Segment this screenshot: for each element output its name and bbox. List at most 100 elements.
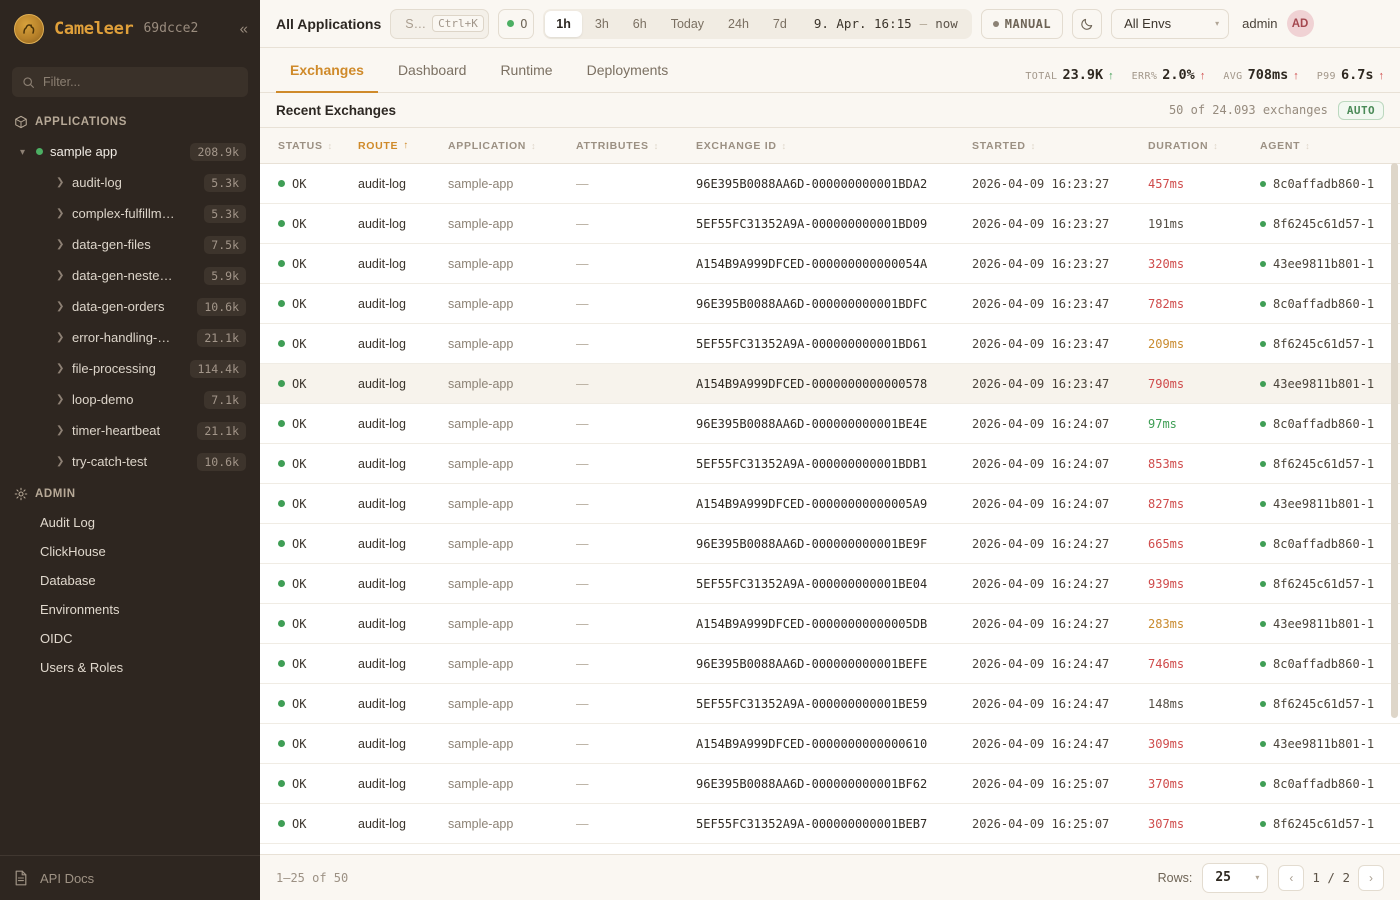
cell-route: audit-log — [358, 696, 406, 711]
sidebar-item-route[interactable]: ❯ timer-heartbeat 21.1k — [0, 415, 260, 446]
chevron-right-icon: ❯ — [56, 393, 65, 405]
column-header-attributes[interactable]: ATTRIBUTES ↕ — [576, 127, 696, 164]
tab-deployments[interactable]: Deployments — [586, 62, 669, 78]
sidebar-item-audit-log[interactable]: Audit Log — [40, 515, 95, 530]
sidebar-item-route[interactable]: ❯ data-gen-orders 10.6k — [0, 291, 260, 322]
sidebar-item-route[interactable]: ❯ data-gen-files 7.5k — [0, 229, 260, 260]
column-header-duration[interactable]: DURATION ↕ — [1148, 127, 1260, 164]
time-range-picker[interactable]: 9. Apr. 16:15 – now — [800, 11, 970, 37]
table-row[interactable]: OK audit-log sample-app — A154B9A999DFCED-00… — [260, 244, 1400, 284]
sidebar-item-users-roles[interactable]: Users & Roles — [40, 660, 124, 675]
time-range-1h[interactable]: 1h — [545, 10, 582, 37]
sidebar-item-route[interactable]: ❯ file-processing 114.4k — [0, 353, 260, 384]
table-row[interactable]: OK audit-log sample-app — A154B9A999DFCED-00… — [260, 724, 1400, 764]
table-row[interactable]: OK audit-log sample-app — 96E395B0088AA6D-00… — [260, 764, 1400, 804]
cell-status: OK — [260, 204, 358, 244]
chevron-right-icon: ❯ — [56, 331, 65, 343]
next-page-button[interactable]: › — [1358, 864, 1384, 891]
tab-exchanges[interactable]: Exchanges — [276, 48, 378, 93]
scrollbar-thumb[interactable] — [1391, 163, 1398, 718]
column-header-agent[interactable]: AGENT ↕ — [1260, 127, 1400, 164]
agent-label: 43ee9811b801-1 — [1273, 616, 1375, 631]
moon-icon — [1080, 18, 1092, 30]
sidebar-item-label: timer-heartbeat — [72, 423, 161, 438]
table-row[interactable]: OK audit-log sample-app — A154B9A999DFCED-00… — [260, 604, 1400, 644]
cell-route: audit-log — [358, 576, 406, 591]
table-row[interactable]: OK audit-log sample-app — 96E395B0088AA6D-00… — [260, 284, 1400, 324]
stat-value: 708ms — [1247, 67, 1289, 83]
agent-label: 43ee9811b801-1 — [1273, 256, 1375, 271]
table-row[interactable]: OK audit-log sample-app — 5EF55FC31352A9A-00… — [260, 324, 1400, 364]
sidebar: Cameleer 69dcce2 « APPLICATIONS ▾ s — [0, 0, 260, 900]
tab-runtime[interactable]: Runtime — [500, 62, 553, 78]
time-range-7d[interactable]: 7d — [762, 11, 798, 37]
cell-route: audit-log — [358, 776, 406, 791]
manual-refresh-badge[interactable]: MANUAL — [980, 8, 1064, 39]
table-row[interactable]: OK audit-log sample-app — 5EF55FC31352A9A-00… — [260, 444, 1400, 484]
table-row[interactable]: OK audit-log sample-app — A154B9A999DFCED-00… — [260, 484, 1400, 524]
cell-route: audit-log — [358, 816, 406, 831]
table-row[interactable]: OK audit-log sample-app — 5EF55FC31352A9A-00… — [260, 564, 1400, 604]
page-nav: ‹ 1 / 2 › — [1278, 864, 1384, 891]
column-header-route[interactable]: ROUTE ↑ — [358, 127, 448, 164]
sidebar-item-route[interactable]: ❯ loop-demo 7.1k — [0, 384, 260, 415]
column-header-status[interactable]: STATUS ↕ — [260, 127, 358, 164]
environment-select[interactable]: All Envs ▾ — [1111, 8, 1230, 39]
table-row[interactable]: OK audit-log sample-app — 96E395B0088AA6D-00… — [260, 524, 1400, 564]
time-range-today[interactable]: Today — [660, 11, 715, 37]
table-row[interactable]: OK audit-log sample-app — 96E395B0088AA6D-00… — [260, 404, 1400, 444]
rows-per-page-select[interactable]: 25 ▾ — [1202, 862, 1269, 893]
time-range-24h[interactable]: 24h — [717, 11, 760, 37]
cell-started: 2026-04-09 16:24:07 — [972, 456, 1110, 471]
table-row[interactable]: OK audit-log sample-app — 5EF55FC31352A9A-00… — [260, 684, 1400, 724]
cell-attributes: — — [576, 296, 589, 311]
table-row[interactable]: OK audit-log sample-app — 5EF55FC31352A9A-00… — [260, 204, 1400, 244]
tab-dashboard[interactable]: Dashboard — [397, 62, 467, 78]
cell-route: audit-log — [358, 256, 406, 271]
sidebar-item-route[interactable]: ❯ data-gen-neste… 5.9k — [0, 260, 260, 291]
cell-exchange-id: A154B9A999DFCED-0000000000000578 — [696, 376, 928, 391]
stat-err: ERR% 2.0% ↑ — [1132, 67, 1206, 83]
column-header-label: DURATION — [1148, 139, 1209, 152]
sidebar-item-api-docs[interactable]: API Docs — [0, 855, 260, 900]
sidebar-item-route[interactable]: ❯ complex-fulfillm… 5.3k — [0, 198, 260, 229]
table-row[interactable]: OK audit-log sample-app — A154B9A999DFCED-00… — [260, 363, 1400, 404]
chevrons-left-icon[interactable]: « — [239, 20, 248, 37]
theme-toggle-button[interactable] — [1072, 8, 1103, 39]
table-row[interactable]: OK audit-log sample-app — 96E395B0088AA6D-00… — [260, 644, 1400, 684]
sidebar-item-clickhouse[interactable]: ClickHouse — [40, 544, 106, 559]
sidebar-item-count: 7.5k — [204, 235, 246, 254]
sidebar-item-sample-app[interactable]: ▾ sample app 208.9k — [0, 136, 260, 167]
live-status-pill[interactable]: O — [498, 8, 535, 39]
sidebar-item-oidc[interactable]: OIDC — [40, 631, 73, 646]
cell-status: OK — [260, 564, 358, 604]
vertical-scrollbar[interactable] — [1391, 163, 1398, 854]
exchange-count-text: 50 of 24.093 exchanges — [1168, 103, 1328, 117]
column-header-application[interactable]: APPLICATION ↕ — [448, 127, 576, 164]
table-row[interactable]: OK audit-log sample-app — 5EF55FC31352A9A-00… — [260, 804, 1400, 844]
column-header-exchange-id[interactable]: EXCHANGE ID ↕ — [696, 127, 972, 164]
auto-refresh-badge[interactable]: AUTO — [1337, 100, 1384, 120]
time-range-3h[interactable]: 3h — [584, 11, 620, 37]
sidebar-item-label: data-gen-neste… — [72, 268, 173, 283]
cell-started: 2026-04-09 16:24:27 — [972, 616, 1110, 631]
column-header-started[interactable]: STARTED ↕ — [972, 127, 1148, 164]
sidebar-filter[interactable] — [12, 67, 248, 97]
sidebar-item-environments[interactable]: Environments — [40, 602, 120, 617]
sidebar-item-route[interactable]: ❯ try-catch-test 10.6k — [0, 446, 260, 477]
avatar[interactable]: AD — [1286, 10, 1314, 37]
sidebar-item-database[interactable]: Database — [40, 573, 96, 588]
chevron-right-icon: ❯ — [56, 238, 65, 250]
global-search-input[interactable]: S… Ctrl+K — [390, 8, 490, 39]
table-row[interactable]: OK audit-log sample-app — 96E395B0088AA6D-00… — [260, 164, 1400, 204]
sidebar-filter-input[interactable] — [43, 75, 238, 89]
cell-exchange-id: 96E395B0088AA6D-000000000001BF62 — [696, 776, 928, 791]
document-icon — [15, 870, 27, 886]
time-range-6h[interactable]: 6h — [622, 11, 658, 37]
prev-page-button[interactable]: ‹ — [1278, 864, 1305, 891]
agent-label: 8f6245c61d57-1 — [1273, 456, 1375, 471]
sidebar-item-route[interactable]: ❯ error-handling-… 21.1k — [0, 322, 260, 353]
status-dot — [278, 780, 285, 787]
sidebar-item-route[interactable]: ❯ audit-log 5.3k — [0, 167, 260, 198]
